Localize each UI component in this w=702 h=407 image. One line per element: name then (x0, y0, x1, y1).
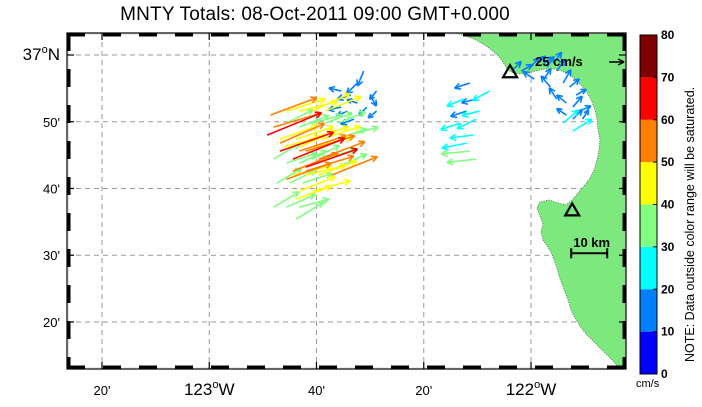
current-vector (581, 109, 590, 120)
colorbar-segment (640, 77, 657, 120)
current-vector (369, 94, 378, 107)
current-vector (456, 118, 477, 130)
current-vector (562, 109, 579, 124)
colorbar-segment (640, 35, 657, 78)
lon-label: 20' (415, 383, 432, 398)
current-vector (286, 97, 326, 112)
current-vector (324, 111, 353, 124)
colorbar-tick-label: 30 (661, 240, 675, 254)
current-vector (562, 69, 572, 84)
current-vector (440, 122, 461, 132)
current-vector (305, 147, 359, 168)
plot-background (67, 33, 626, 369)
current-vector (461, 110, 480, 118)
current-vector (536, 55, 547, 64)
current-vector (555, 107, 567, 116)
current-vector (279, 130, 335, 152)
current-vector (321, 124, 361, 140)
current-vector (295, 184, 333, 200)
colorbar: 0 10 20 30 40 50 60 70 80 (639, 28, 675, 381)
scale-bar (570, 248, 609, 259)
current-vector (311, 92, 351, 112)
current-vector (441, 142, 467, 151)
colorbar-segment (640, 119, 657, 163)
current-vector (295, 201, 325, 220)
current-vector (273, 191, 300, 208)
current-vector (356, 70, 365, 87)
current-vector (449, 133, 474, 141)
scale-bar-label: 10 km (573, 235, 610, 250)
current-vector (331, 155, 379, 176)
current-vector (572, 118, 593, 132)
current-vector (328, 85, 342, 93)
current-vector (440, 149, 470, 158)
map-title: MNTY Totals: 08-Oct-2011 09:00 GMT+0.000 (120, 4, 510, 25)
current-vector (453, 82, 471, 90)
current-vector (266, 111, 322, 136)
lon-label: 40' (308, 383, 325, 398)
current-vector (556, 58, 566, 72)
colorbar-tick-label: 80 (661, 28, 675, 42)
colorbar-tick-label: 70 (661, 70, 675, 84)
plot-border (66, 32, 627, 370)
lon-label: 20' (94, 383, 111, 398)
current-vector (324, 95, 362, 112)
current-vector (555, 94, 567, 104)
colorbar-unit: cm/s (636, 378, 660, 390)
colorbar-tick-label: 0 (661, 367, 668, 381)
current-vector (299, 197, 330, 208)
current-vector (292, 137, 346, 160)
current-vector (337, 110, 367, 124)
current-vector (311, 144, 341, 160)
current-vector (472, 90, 490, 102)
lat-label: 20' (43, 315, 60, 330)
map-axes: 20' 123oW 40' 20' 122oW 37oN 50' 40' 30' 20' (23, 32, 627, 399)
current-vector (279, 122, 326, 144)
colorbar-note: NOTE: Data outside color range will be s… (683, 86, 697, 362)
colorbar-tick-label: 40 (661, 198, 675, 212)
current-vector (540, 75, 551, 88)
current-vector (522, 70, 535, 80)
current-vector (270, 96, 318, 116)
colorbar-segment (640, 246, 657, 290)
current-vector (286, 161, 332, 180)
current-vector (546, 55, 555, 68)
colorbar-segment (640, 331, 657, 374)
lat-label: 50' (43, 115, 60, 130)
current-vector (569, 78, 581, 88)
current-vector (299, 175, 336, 192)
map-frame (67, 33, 626, 369)
current-vector (367, 110, 378, 119)
colorbar-tick-label: 50 (661, 155, 675, 169)
scale-arrow-label: 25 cm/s (535, 54, 583, 69)
radar-site-marker (563, 201, 582, 217)
colorbar-tick-label: 20 (661, 282, 675, 296)
colorbar-segment (640, 204, 657, 247)
colorbar-tick-label: 10 (661, 325, 675, 339)
current-vector (446, 98, 464, 108)
current-vector (449, 110, 467, 119)
current-vectors (266, 51, 593, 220)
colorbar-tick-label: 60 (661, 113, 675, 127)
colorbar-segment (640, 289, 657, 332)
current-vector (548, 87, 558, 100)
lat-label: 30' (43, 248, 60, 263)
radar-site-marker (501, 63, 520, 79)
current-vector (318, 159, 358, 176)
lat-label: 37oN (23, 44, 60, 64)
scale-arrow (609, 58, 625, 66)
current-vector (318, 140, 366, 160)
current-vector (575, 88, 587, 96)
colorbar-segment (640, 162, 657, 205)
current-vector (572, 95, 583, 108)
lon-label: 123oW (184, 379, 235, 399)
current-vector (446, 158, 477, 166)
current-vector (552, 51, 563, 64)
map-annotations: 25 cm/s 10 km (535, 54, 625, 259)
lat-label: 40' (43, 181, 60, 196)
radar-sites (501, 63, 582, 217)
lon-label: 122oW (506, 379, 557, 399)
